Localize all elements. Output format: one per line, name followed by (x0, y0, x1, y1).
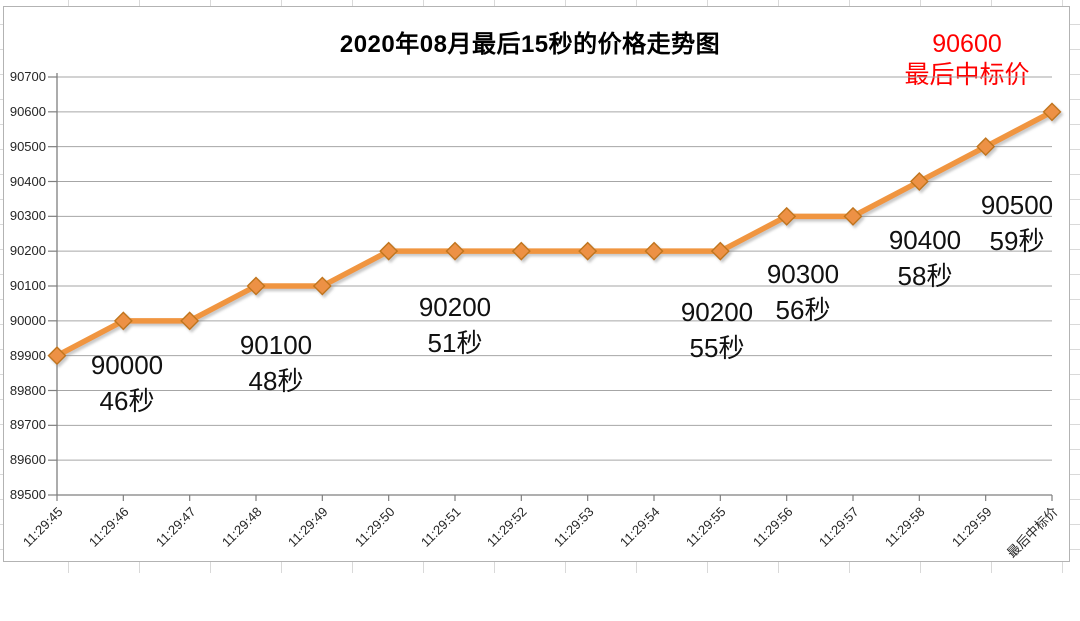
data-point-label: 90300 56秒 (723, 256, 883, 328)
y-axis-tick-label: 90100 (9, 278, 46, 293)
data-point-label: 90100 48秒 (196, 327, 356, 399)
data-label-price: 90100 (239, 330, 313, 360)
data-point-label: 90000 46秒 (47, 347, 207, 419)
data-label-seconds: 46秒 (99, 386, 155, 416)
y-axis-tick-label: 90400 (9, 173, 46, 189)
y-axis-tick-label: 90200 (9, 243, 46, 259)
data-label-price: 90200 (680, 297, 754, 327)
y-axis-tick-label: 90600 (9, 103, 46, 119)
data-label-price: 90300 (766, 259, 840, 289)
y-axis-tick-label: 90700 (9, 69, 46, 84)
y-axis-tick-label: 89900 (9, 347, 46, 363)
data-label-seconds: 51秒 (427, 328, 483, 358)
y-axis-tick-label: 89700 (9, 417, 46, 433)
data-label-seconds: 59秒 (989, 226, 1045, 256)
y-axis-tick-label: 89800 (9, 382, 46, 398)
data-label-seconds: 55秒 (689, 333, 745, 363)
data-label-seconds: 56秒 (775, 295, 831, 325)
data-label-price: 90400 (888, 225, 962, 255)
data-label-price: 90000 (90, 350, 164, 380)
y-axis-tick-label: 90300 (9, 208, 46, 224)
y-axis-tick-label: 89500 (9, 487, 46, 502)
data-point-label: 90200 55秒 (637, 294, 797, 366)
data-label-price: 90500 (980, 190, 1054, 220)
y-axis-tick-label: 90000 (9, 312, 46, 328)
data-point-label: 90500 59秒 (937, 187, 1080, 259)
price-trend-chart[interactable] (3, 6, 1070, 562)
final-price-label: 最后中标价 (904, 61, 1030, 89)
final-price-annotation: 90600 最后中标价 (867, 29, 1067, 91)
data-point-label: 90400 58秒 (845, 222, 1005, 294)
chart-title: 2020年08月最后15秒的价格走势图 (339, 31, 721, 58)
y-axis-tick-label: 89600 (9, 452, 46, 468)
data-label-price: 90200 (418, 292, 492, 322)
data-label-seconds: 48秒 (248, 366, 304, 396)
data-point-label: 90200 51秒 (375, 289, 535, 361)
line-chart-plot (47, 73, 1062, 501)
final-price-value: 90600 (932, 30, 1002, 58)
data-label-seconds: 58秒 (897, 261, 953, 291)
y-axis-tick-label: 90500 (9, 138, 46, 154)
